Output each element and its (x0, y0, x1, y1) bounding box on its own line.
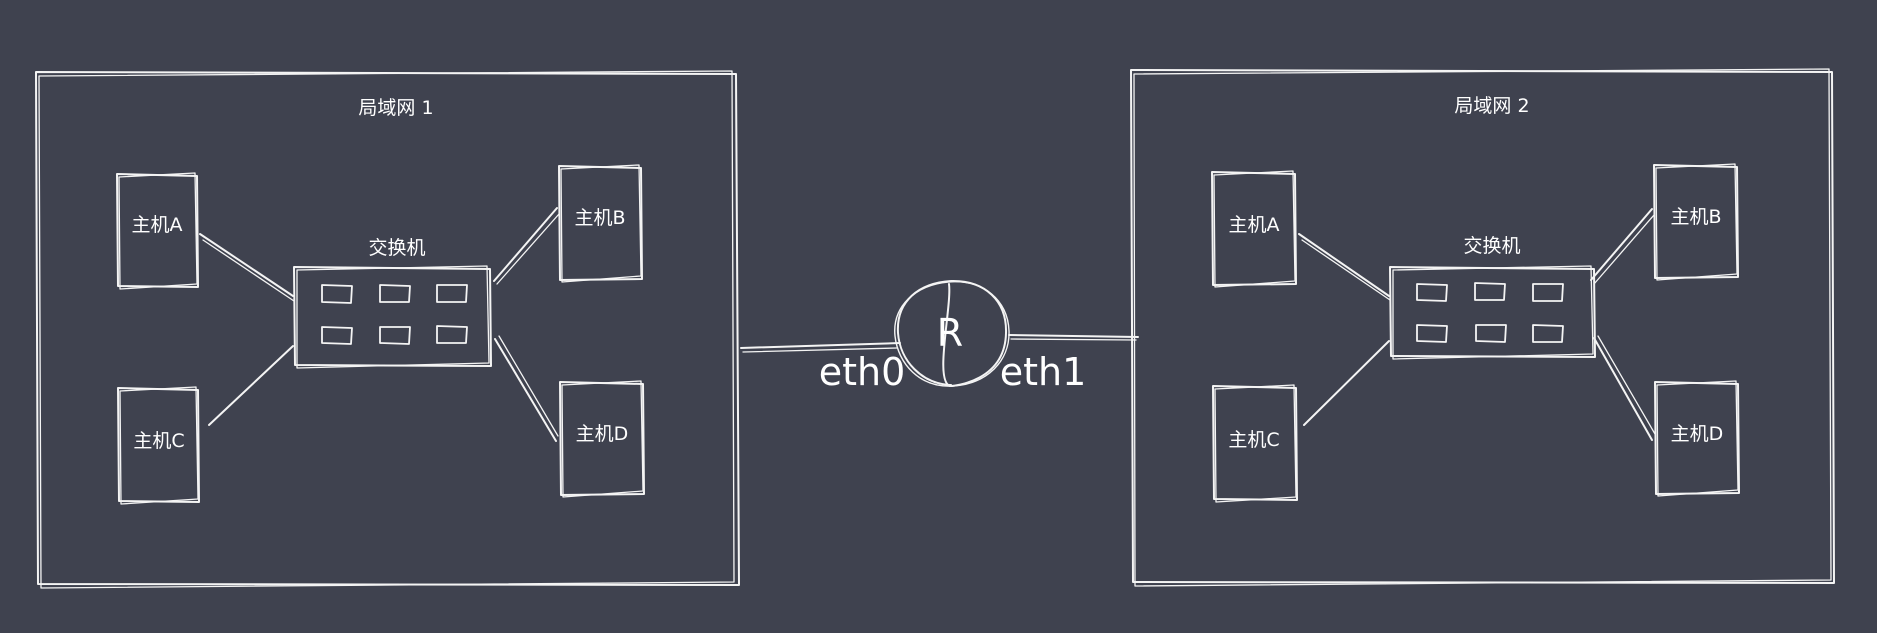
lan1-host-d-label: 主机D (576, 423, 629, 445)
lan2-host-c: 主机C (1212, 384, 1298, 503)
lan1-host-c: 主机C (117, 386, 200, 505)
lan1-title: 局域网 1 (358, 97, 433, 119)
lan1-switch-label: 交换机 (368, 237, 425, 259)
eth0-label: eth0 (819, 350, 906, 394)
eth1-label: eth1 (1000, 350, 1087, 394)
lan1-host-b-label: 主机B (574, 207, 625, 229)
lan1-host-a-label: 主机A (132, 214, 183, 236)
lan1-host-b: 主机B (558, 164, 643, 283)
lan2-host-d-label: 主机D (1671, 423, 1724, 445)
lan2-switch-body (1389, 265, 1596, 360)
router-label: R (937, 311, 963, 355)
lan2-title: 局域网 2 (1454, 95, 1529, 117)
lan2-host-b: 主机B (1653, 163, 1739, 281)
lan1-host-a: 主机A (116, 172, 199, 290)
lan2-host-d: 主机D (1654, 380, 1740, 497)
lan1-switch-ports (321, 284, 468, 345)
router: R (894, 279, 1010, 387)
lan1-group: 局域网 1 主机A 主机B 主机C (35, 70, 740, 589)
lan1-host-c-label: 主机C (133, 430, 184, 452)
lan1-switch: 交换机 (293, 237, 492, 369)
lan2-host-c-label: 主机C (1228, 429, 1279, 451)
lan2-switch: 交换机 (1389, 235, 1596, 360)
lan2-host-b-label: 主机B (1670, 206, 1721, 228)
router-links (740, 334, 1139, 353)
lan1-switch-body (293, 265, 492, 369)
lan2-host-a: 主机A (1211, 170, 1297, 288)
lan1-boundary (35, 70, 740, 589)
lan2-switch-ports (1416, 282, 1564, 343)
router-circle (894, 279, 1010, 387)
lan2-group: 局域网 2 主机A 主机B 主机C (1130, 68, 1835, 587)
lan2-host-a-label: 主机A (1229, 214, 1280, 236)
lan2-boundary (1130, 68, 1835, 587)
lan2-switch-label: 交换机 (1463, 235, 1520, 257)
lan1-links (199, 207, 560, 442)
lan2-links (1298, 208, 1656, 441)
lan1-host-d: 主机D (559, 380, 645, 498)
